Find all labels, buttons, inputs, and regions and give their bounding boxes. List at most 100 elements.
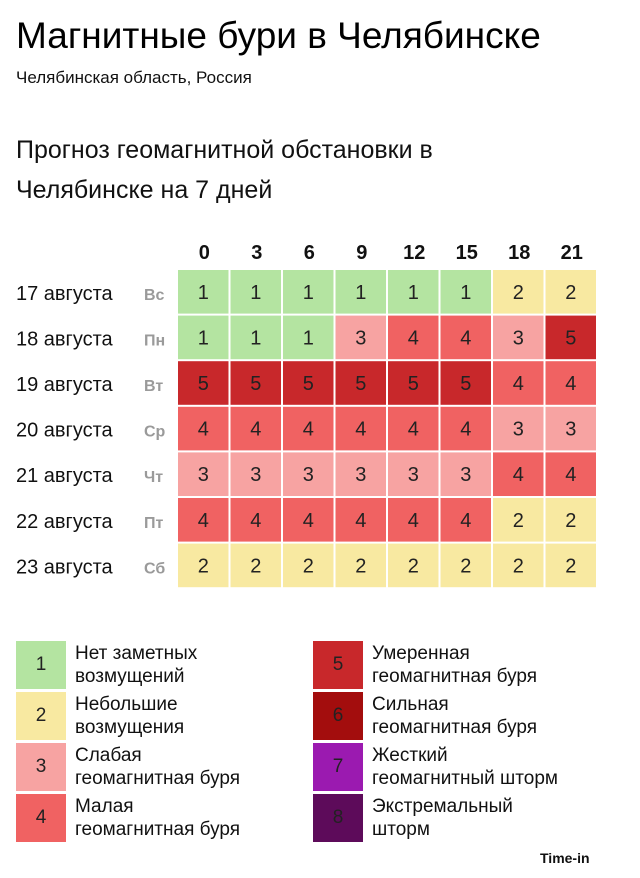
cell-value: 4 [303,510,314,532]
heatmap-cell [178,543,229,588]
hour-label: 21 [561,242,583,264]
heatmap-cell [283,452,334,496]
weekday-label: Ср [144,424,166,441]
hour-label: 3 [251,242,262,264]
heatmap-cell [230,543,281,588]
legend-label: Нет заметных возмущений [75,643,198,687]
date-label: 20 августа [16,420,114,442]
heatmap-cell [545,361,596,405]
legend-swatch: 3 [16,743,66,791]
heatmap-cell [388,543,439,588]
cell-value: 1 [408,282,419,304]
heatmap-cell [283,406,334,451]
legend-swatch: 4 [16,794,66,842]
heatmap-cell [493,361,544,405]
cell-value: 3 [565,419,576,441]
cell-value: 5 [408,373,419,395]
heatmap-cell [545,270,596,314]
heatmap-cell [545,498,596,542]
brand-logo: Time-in [540,850,590,866]
heatmap-cell [493,498,544,542]
date-label: 22 августа [16,511,114,533]
legend-swatch: 6 [313,692,363,740]
cell-value: 3 [513,419,524,441]
hour-label: 18 [508,242,530,264]
page-title: Магнитные бури в Челябинске [16,15,541,56]
heatmap-cell [283,270,334,314]
heatmap-cell [493,543,544,588]
heatmap-cell [230,406,281,451]
cell-value: 3 [513,327,524,349]
cell-value: 4 [408,419,419,441]
heatmap-cell [335,498,386,542]
cell-value: 3 [303,464,314,486]
heatmap-cell [440,315,491,360]
hour-label: 0 [199,242,210,264]
hour-label: 9 [356,242,367,264]
heatmap-cell [440,406,491,451]
heatmap-cell [178,315,229,360]
date-label: 18 августа [16,328,114,350]
heatmap-cell [335,452,386,496]
cell-value: 1 [303,327,314,349]
cell-value: 1 [198,282,209,304]
cell-value: 2 [513,282,524,304]
heatmap-cell [230,361,281,405]
legend-swatch: 2 [16,692,66,740]
cell-value: 1 [460,282,471,304]
cell-value: 4 [355,510,366,532]
heatmap-cell [283,543,334,588]
cell-value: 3 [198,464,209,486]
cell-value: 1 [250,327,261,349]
heatmap-cell [335,543,386,588]
heatmap-cell [178,498,229,542]
cell-value: 1 [198,327,209,349]
heatmap-cell [283,361,334,405]
cell-value: 2 [460,555,471,577]
heatmap-cell [388,498,439,542]
cell-value: 5 [198,373,209,395]
cell-value: 2 [565,555,576,577]
heatmap-cell [178,406,229,451]
legend-label: Небольшие возмущения [75,694,185,738]
heatmap-cell [440,361,491,405]
cell-value: 4 [513,464,524,486]
heatmap-cell [493,406,544,451]
weekday-label: Пн [144,332,165,349]
heatmap-cell [335,270,386,314]
date-label: 19 августа [16,374,114,396]
heatmap-cell [178,270,229,314]
cell-value: 2 [198,555,209,577]
legend-label: Малая геомагнитная буря [75,796,241,840]
legend-label: Слабая геомагнитная буря [75,745,241,789]
cell-value: 3 [355,327,366,349]
cell-value: 1 [250,282,261,304]
date-label: 23 августа [16,556,114,578]
heatmap-cell [545,406,596,451]
heatmap-cell [283,498,334,542]
cell-value: 4 [303,419,314,441]
cell-value: 4 [565,464,576,486]
heatmap-cell [493,270,544,314]
cell-value: 4 [408,510,419,532]
heatmap-cell [230,452,281,496]
heatmap-cell [545,543,596,588]
cell-value: 4 [198,419,209,441]
region-subtitle: Челябинская область, Россия [16,68,252,87]
cell-value: 4 [355,419,366,441]
heatmap-cell [388,315,439,360]
heatmap-cell [230,315,281,360]
heatmap-cell [388,452,439,496]
heatmap-cell [230,270,281,314]
cell-value: 2 [408,555,419,577]
cell-value: 5 [460,373,471,395]
cell-value: 2 [565,282,576,304]
date-label: 17 августа [16,283,114,305]
legend-swatch: 8 [313,794,363,842]
legend-label: Жесткий геомагнитный шторм [372,745,558,789]
hour-label: 15 [456,242,478,264]
heatmap-cell [335,406,386,451]
heatmap-cell [440,452,491,496]
heatmap-cell [178,361,229,405]
